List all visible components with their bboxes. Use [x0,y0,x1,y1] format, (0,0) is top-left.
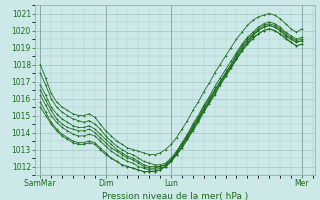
X-axis label: Pression niveau de la mer( hPa ): Pression niveau de la mer( hPa ) [102,192,248,200]
